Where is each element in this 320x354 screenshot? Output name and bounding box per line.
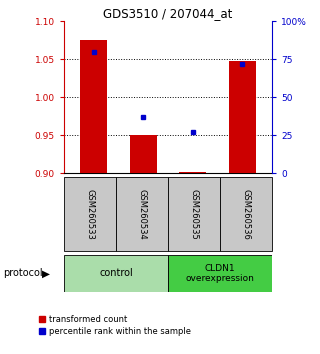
Text: protocol: protocol bbox=[3, 268, 43, 279]
Legend: transformed count, percentile rank within the sample: transformed count, percentile rank withi… bbox=[36, 312, 194, 340]
Bar bbox=[64, 177, 116, 251]
Text: GSM260535: GSM260535 bbox=[189, 189, 198, 240]
Bar bbox=[116, 177, 168, 251]
Bar bbox=[168, 177, 220, 251]
Bar bbox=[64, 255, 168, 292]
Text: GSM260533: GSM260533 bbox=[85, 189, 94, 240]
Bar bbox=[179, 172, 206, 173]
Text: control: control bbox=[99, 268, 133, 279]
Text: ▶: ▶ bbox=[42, 268, 51, 279]
Bar bbox=[220, 177, 272, 251]
Bar bbox=[168, 255, 272, 292]
Text: GSM260536: GSM260536 bbox=[242, 189, 251, 240]
Bar bbox=[130, 135, 157, 173]
Bar bbox=[80, 40, 107, 173]
Text: CLDN1
overexpression: CLDN1 overexpression bbox=[186, 264, 254, 283]
Title: GDS3510 / 207044_at: GDS3510 / 207044_at bbox=[103, 7, 233, 20]
Bar bbox=[229, 61, 256, 173]
Text: GSM260534: GSM260534 bbox=[138, 189, 147, 240]
